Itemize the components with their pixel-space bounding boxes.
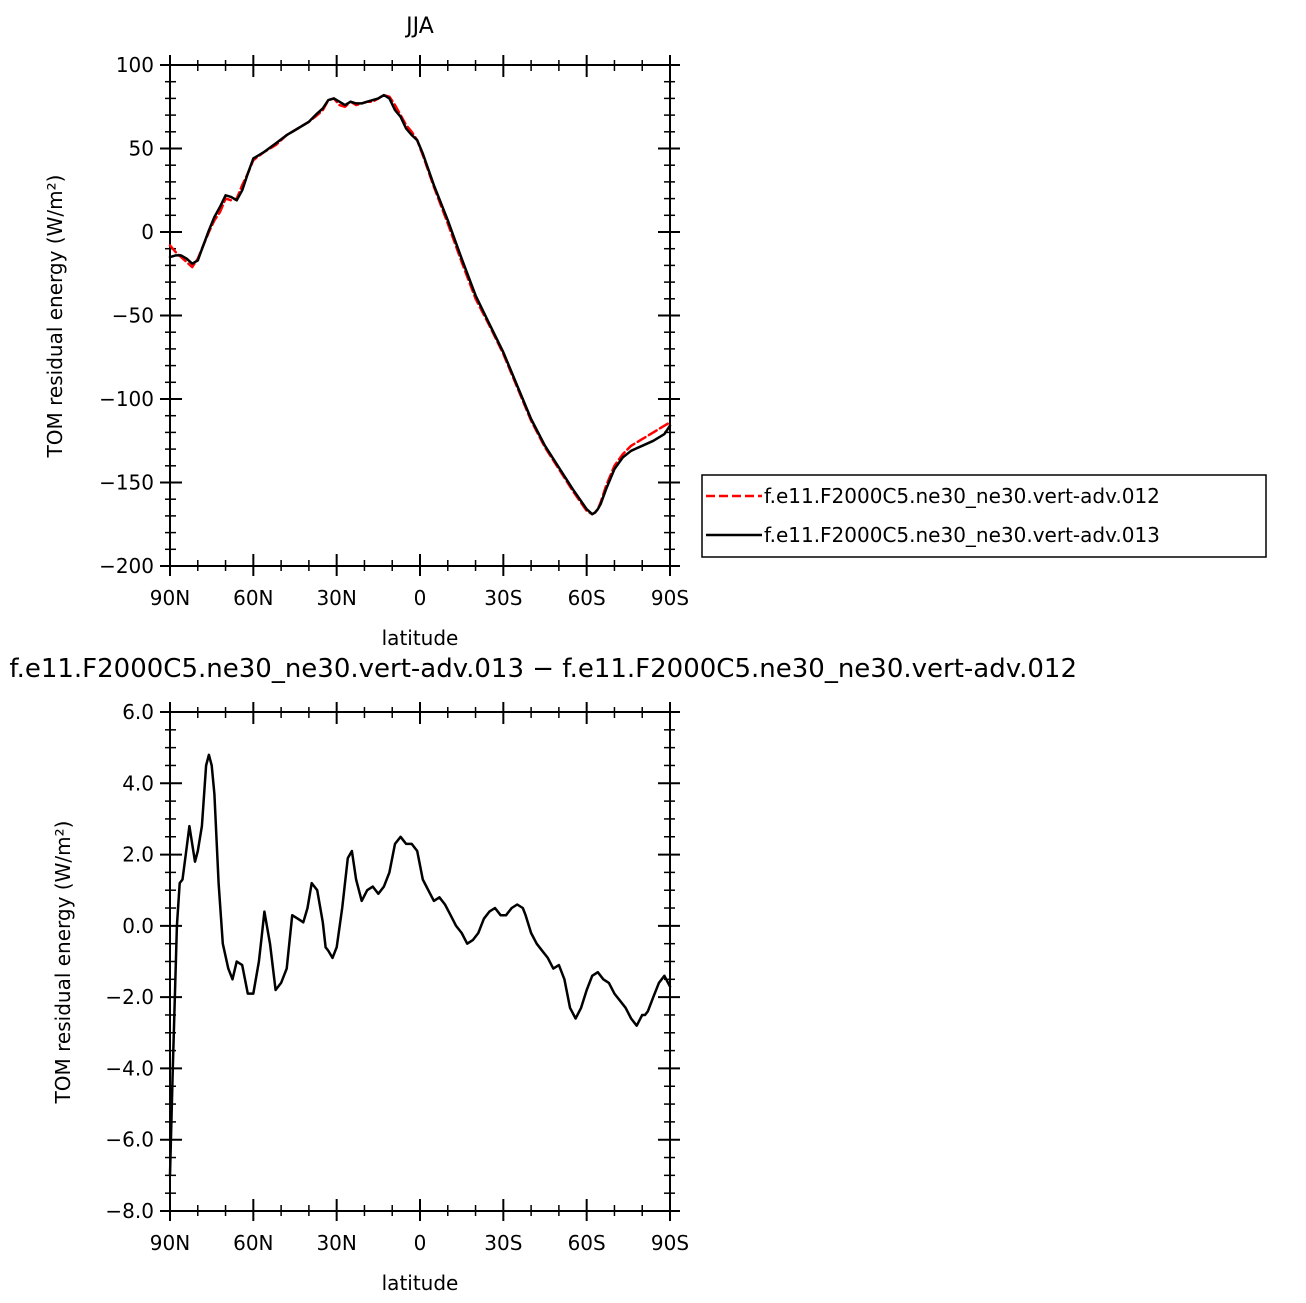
y-tick-label: −100 xyxy=(99,387,154,411)
top-panel: JJA 90N 60N 30N 0 30S 60S 90S −200 −150 −100 −50 0 5… xyxy=(43,14,689,650)
series-line-1 xyxy=(168,93,672,516)
bottom-series-lines xyxy=(168,753,672,1177)
legend-label-012: f.e11.F2000C5.ne30_ne30.vert-adv.012 xyxy=(764,484,1160,508)
bottom-axis-ticks: 90N 60N 30N 0 30S 60S 90S −8.0 −6.0 −4.0 −2.0 0.0 2.… xyxy=(105,700,689,1255)
legend-box xyxy=(701,474,1267,558)
top-y-axis-label: TOM residual energy (W/m²) xyxy=(43,175,67,459)
y-tick-label: −8.0 xyxy=(105,1199,154,1223)
x-tick-label: 0 xyxy=(414,586,427,610)
x-tick-label: 60N xyxy=(233,586,273,610)
x-tick-label: 90N xyxy=(150,1231,190,1255)
y-tick-label: −4.0 xyxy=(105,1056,154,1080)
y-tick-label: −200 xyxy=(99,554,154,578)
series-line-0 xyxy=(168,93,672,516)
x-tick-label: 30N xyxy=(316,1231,356,1255)
top-series-lines xyxy=(168,93,672,516)
x-tick-label: 30S xyxy=(484,1231,522,1255)
x-tick-label: 90S xyxy=(651,1231,689,1255)
bottom-y-axis-label: TOM residual energy (W/m²) xyxy=(51,821,75,1105)
x-tick-label: 60N xyxy=(233,1231,273,1255)
legend-label-013: f.e11.F2000C5.ne30_ne30.vert-adv.013 xyxy=(764,523,1160,547)
x-tick-label: 60S xyxy=(568,586,606,610)
y-tick-label: 0.0 xyxy=(122,914,154,938)
top-x-axis-label: latitude xyxy=(382,626,459,650)
y-tick-label: 6.0 xyxy=(122,700,154,724)
y-tick-label: 50 xyxy=(129,137,154,161)
bottom-panel: f.e11.F2000C5.ne30_ne30.vert-adv.013 − f… xyxy=(9,654,1077,1295)
y-tick-label: −150 xyxy=(99,471,154,495)
y-tick-label: 100 xyxy=(116,53,154,77)
y-tick-label: 0 xyxy=(141,220,154,244)
top-plot-frame xyxy=(169,64,671,567)
series-line-0 xyxy=(168,753,672,1177)
x-tick-label: 60S xyxy=(568,1231,606,1255)
y-tick-label: −2.0 xyxy=(105,985,154,1009)
y-tick-label: −6.0 xyxy=(105,1128,154,1152)
top-chart-title: JJA xyxy=(404,14,434,39)
x-tick-label: 30N xyxy=(316,586,356,610)
y-tick-label: 4.0 xyxy=(122,771,154,795)
bottom-chart-title: f.e11.F2000C5.ne30_ne30.vert-adv.013 − f… xyxy=(9,654,1077,684)
y-tick-label: −50 xyxy=(112,304,154,328)
legend: f.e11.F2000C5.ne30_ne30.vert-adv.012 f.e… xyxy=(701,474,1267,558)
x-tick-label: 90S xyxy=(651,586,689,610)
bottom-x-axis-label: latitude xyxy=(382,1271,459,1295)
top-axis-ticks: 90N 60N 30N 0 30S 60S 90S −200 −150 −100 −50 0 50 100 xyxy=(99,53,689,610)
bottom-plot-frame xyxy=(169,711,671,1212)
x-tick-label: 90N xyxy=(150,586,190,610)
x-tick-label: 0 xyxy=(414,1231,427,1255)
y-tick-label: 2.0 xyxy=(122,843,154,867)
x-tick-label: 30S xyxy=(484,586,522,610)
